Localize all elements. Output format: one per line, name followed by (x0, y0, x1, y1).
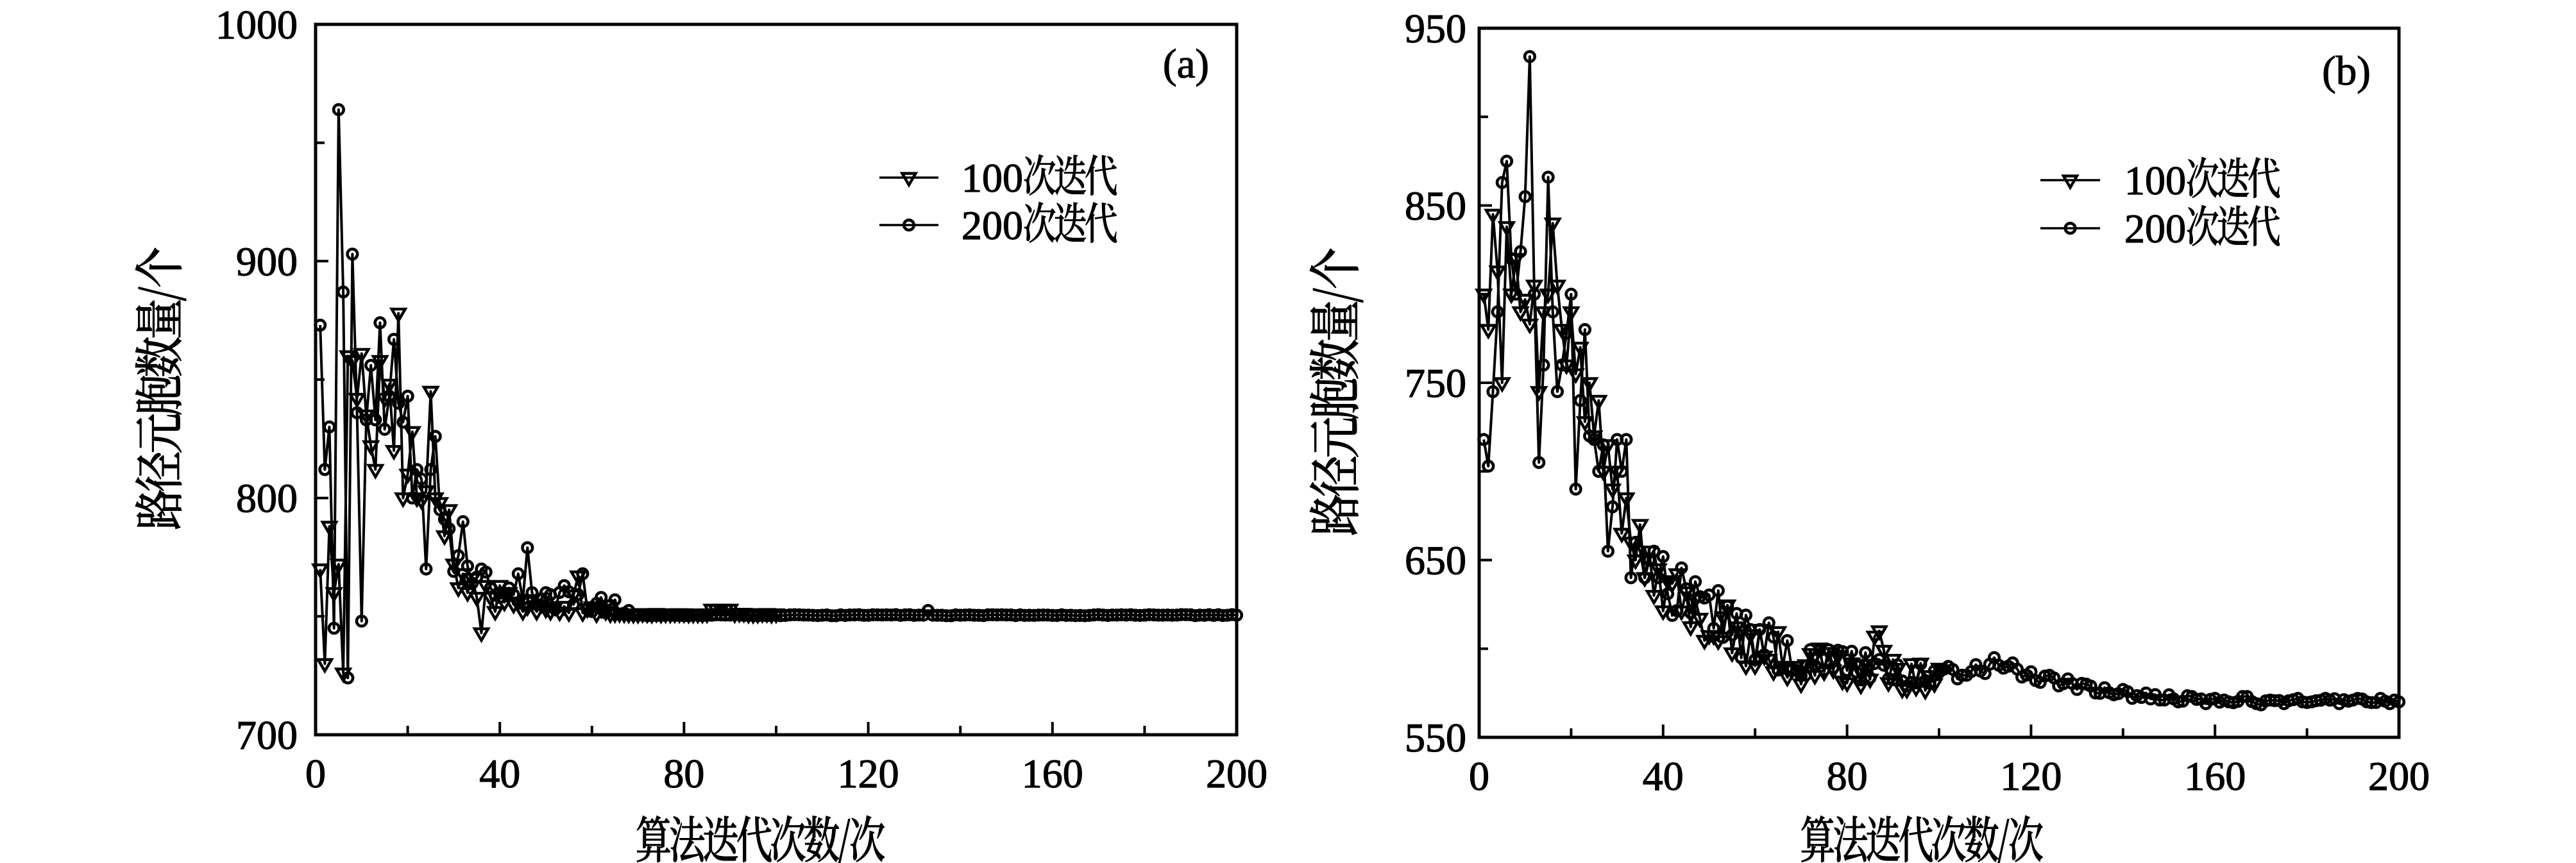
svg-text:100: 100 (962, 155, 1023, 201)
svg-text:(b): (b) (2322, 48, 2371, 94)
svg-text:750: 750 (1405, 360, 1466, 406)
svg-text:40: 40 (479, 751, 520, 796)
svg-text:0: 0 (305, 751, 326, 796)
svg-text:200: 200 (2124, 206, 2186, 251)
svg-text:200: 200 (1206, 751, 1267, 796)
svg-text:(a): (a) (1163, 41, 1209, 87)
svg-text:80: 80 (1827, 753, 1868, 799)
svg-text:0: 0 (1469, 753, 1489, 799)
svg-text:200: 200 (2368, 753, 2430, 799)
svg-text:1000: 1000 (216, 2, 298, 47)
svg-text:120: 120 (2000, 753, 2062, 799)
svg-text:200: 200 (962, 203, 1023, 248)
svg-text:160: 160 (2184, 753, 2246, 799)
svg-text:700: 700 (236, 712, 298, 758)
svg-text:800: 800 (236, 476, 298, 521)
svg-text:120: 120 (838, 751, 899, 796)
svg-text:100: 100 (2124, 158, 2186, 203)
svg-text:80: 80 (663, 751, 704, 796)
svg-text:650: 650 (1405, 538, 1466, 583)
svg-text:550: 550 (1405, 715, 1466, 760)
svg-text:950: 950 (1405, 6, 1466, 51)
svg-text:850: 850 (1405, 183, 1466, 229)
svg-text:900: 900 (236, 239, 298, 284)
svg-text:160: 160 (1022, 751, 1083, 796)
svg-text:40: 40 (1643, 753, 1684, 799)
